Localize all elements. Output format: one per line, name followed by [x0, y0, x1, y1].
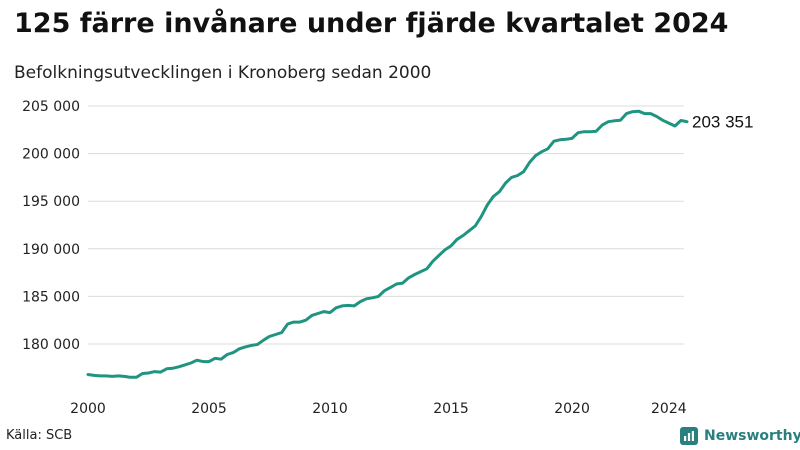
y-tick-label: 205 000	[22, 99, 80, 115]
x-tick-label: 2005	[191, 401, 227, 417]
x-tick-label: 2015	[433, 401, 469, 417]
series-line	[86, 109, 689, 379]
series-group	[86, 109, 689, 379]
data-labels: 203 351	[692, 113, 753, 132]
chart-subtitle: Befolkningsutvecklingen i Kronoberg seda…	[14, 63, 432, 83]
bar-chart-icon	[680, 427, 698, 445]
source-note: Källa: SCB	[6, 428, 73, 443]
x-tick-label: 2020	[554, 401, 590, 417]
y-tick-label: 200 000	[22, 147, 80, 163]
brand-logo[interactable]: Newsworthy	[680, 425, 800, 447]
x-tick-label: 2024	[651, 401, 687, 417]
chart-title: 125 färre invånare under fjärde kvartale…	[14, 8, 729, 39]
brand-name: Newsworthy	[704, 428, 800, 444]
end-value-label: 203 351	[692, 113, 753, 132]
y-tick-label: 190 000	[22, 242, 80, 258]
gridlines	[88, 105, 684, 345]
y-axis-tick-labels: 180 000 185 000 190 000 195 000 200 000 205 0…	[22, 99, 80, 353]
y-tick-label: 195 000	[22, 194, 80, 210]
x-tick-label: 2010	[312, 401, 348, 417]
x-tick-label: 2000	[70, 401, 106, 417]
x-axis-tick-labels: 2000 2005 2010 2015 2020 2024	[70, 401, 687, 417]
y-tick-label: 180 000	[22, 337, 80, 353]
y-tick-label: 185 000	[22, 289, 80, 305]
